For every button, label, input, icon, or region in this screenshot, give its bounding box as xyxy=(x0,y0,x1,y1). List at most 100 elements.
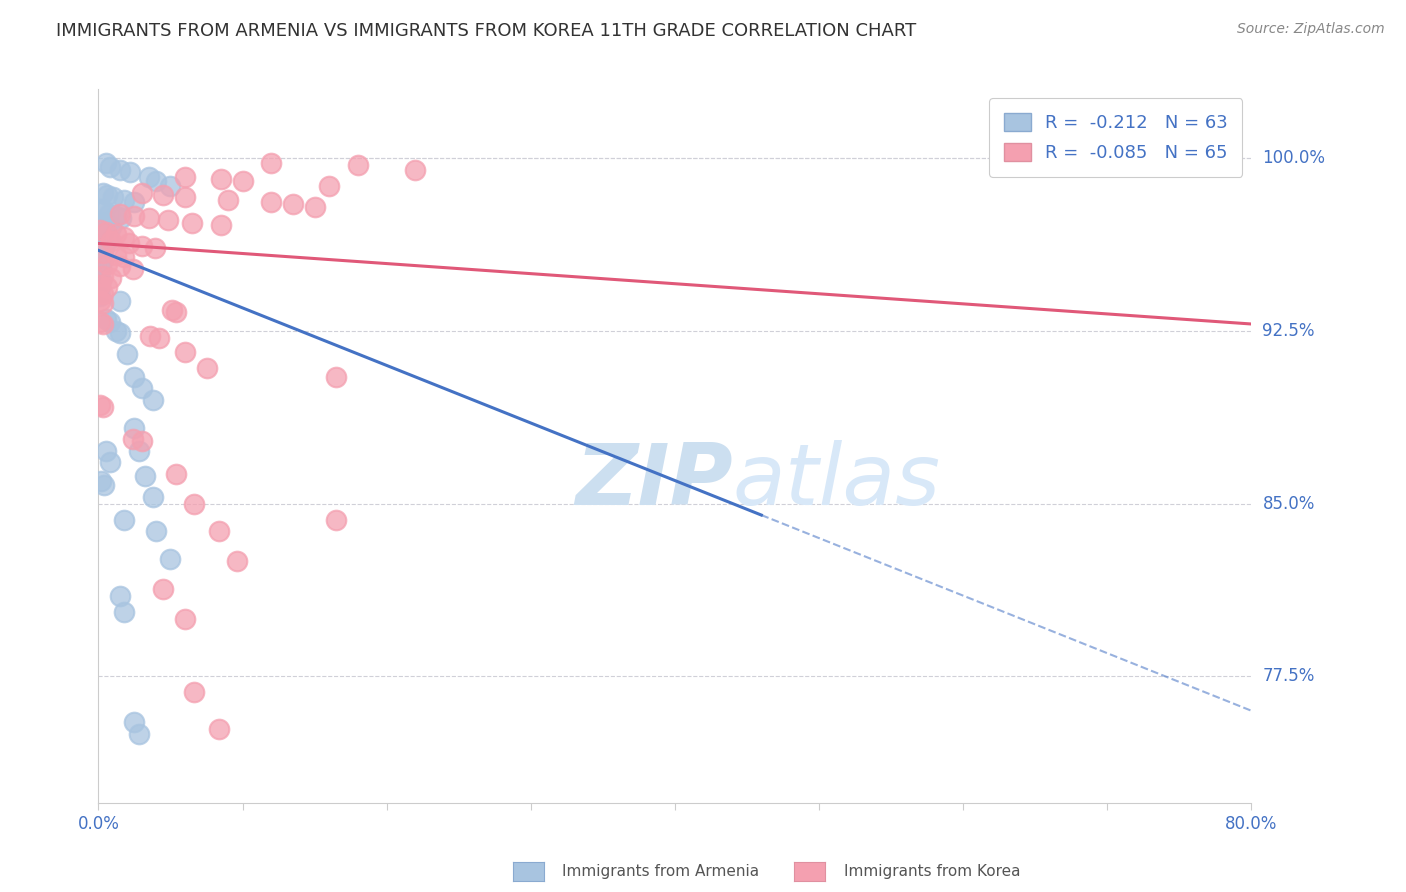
Point xyxy=(122,432,145,446)
Point xyxy=(93,241,115,255)
Text: Source: ZipAtlas.com: Source: ZipAtlas.com xyxy=(1237,22,1385,37)
Point xyxy=(165,467,187,481)
Point xyxy=(195,360,218,375)
Point xyxy=(97,206,120,220)
Point xyxy=(174,169,197,184)
Point xyxy=(89,222,111,236)
Point xyxy=(160,303,183,318)
Point xyxy=(304,200,326,214)
Point xyxy=(112,513,135,527)
Point xyxy=(96,218,118,232)
Point xyxy=(260,156,283,170)
Point xyxy=(174,190,197,204)
Point xyxy=(131,186,153,200)
Point xyxy=(152,188,174,202)
Point xyxy=(108,260,131,274)
Point xyxy=(89,271,111,285)
Point xyxy=(143,241,166,255)
Point xyxy=(131,434,153,449)
Point xyxy=(112,605,135,619)
Point xyxy=(94,229,117,244)
Point xyxy=(90,202,112,216)
Text: 77.5%: 77.5% xyxy=(1263,667,1315,685)
Point xyxy=(260,194,283,209)
Text: Immigrants from Korea: Immigrants from Korea xyxy=(844,863,1021,879)
Point xyxy=(89,236,111,251)
Point xyxy=(91,216,114,230)
Point xyxy=(90,238,112,252)
Point xyxy=(90,474,112,488)
Point xyxy=(117,347,138,361)
Point xyxy=(104,209,127,223)
Point xyxy=(98,455,121,469)
Point xyxy=(101,190,124,204)
Point xyxy=(108,293,131,308)
Point xyxy=(89,260,111,274)
Point xyxy=(124,370,146,384)
Point xyxy=(281,197,304,211)
Point xyxy=(156,213,179,227)
Text: atlas: atlas xyxy=(733,440,941,524)
Point xyxy=(174,344,197,359)
Point xyxy=(98,315,121,329)
Text: IMMIGRANTS FROM ARMENIA VS IMMIGRANTS FROM KOREA 11TH GRADE CORRELATION CHART: IMMIGRANTS FROM ARMENIA VS IMMIGRANTS FR… xyxy=(56,22,917,40)
Point xyxy=(96,188,118,202)
Point xyxy=(325,370,347,384)
Text: 85.0%: 85.0% xyxy=(1263,494,1315,513)
Point xyxy=(104,227,127,242)
Point xyxy=(128,443,150,458)
Point xyxy=(108,589,131,603)
Point xyxy=(90,273,112,287)
Point xyxy=(145,524,167,538)
Legend: R =  -0.212   N = 63, R =  -0.085   N = 65: R = -0.212 N = 63, R = -0.085 N = 65 xyxy=(990,98,1243,177)
Point xyxy=(131,238,153,252)
Point xyxy=(94,312,117,326)
Point xyxy=(174,612,197,626)
Point xyxy=(100,220,122,235)
Point xyxy=(131,381,153,395)
Point xyxy=(225,554,247,568)
Point xyxy=(104,248,127,262)
Point xyxy=(124,420,146,434)
Point xyxy=(159,551,181,566)
Point xyxy=(165,305,187,319)
Point xyxy=(112,229,135,244)
Point xyxy=(128,727,150,741)
Point xyxy=(138,211,160,226)
Point xyxy=(183,685,205,699)
Point xyxy=(97,232,120,246)
Point xyxy=(208,722,231,736)
Text: ZIP: ZIP xyxy=(575,440,733,524)
Point xyxy=(118,236,141,251)
Point xyxy=(145,174,167,188)
Point xyxy=(134,469,156,483)
Point xyxy=(89,315,111,329)
Point xyxy=(108,206,131,220)
Point xyxy=(181,216,204,230)
Point xyxy=(89,277,111,292)
Point xyxy=(94,156,117,170)
Point xyxy=(91,252,114,267)
Point xyxy=(152,582,174,596)
Point xyxy=(100,271,122,285)
Point xyxy=(91,296,114,310)
Point xyxy=(405,162,427,177)
Point xyxy=(231,174,254,188)
Point xyxy=(91,245,114,260)
Point xyxy=(93,204,115,219)
Point xyxy=(94,225,117,239)
Point xyxy=(183,497,205,511)
Point xyxy=(91,268,114,283)
Point xyxy=(217,193,239,207)
Point xyxy=(91,400,114,414)
Point xyxy=(148,331,170,345)
Point xyxy=(89,293,111,308)
Point xyxy=(124,209,146,223)
Point xyxy=(142,392,165,407)
Point xyxy=(100,234,122,248)
Point xyxy=(96,280,118,294)
Point xyxy=(91,186,114,200)
Text: 92.5%: 92.5% xyxy=(1263,322,1315,340)
Text: Immigrants from Armenia: Immigrants from Armenia xyxy=(562,863,759,879)
Point xyxy=(89,225,111,239)
